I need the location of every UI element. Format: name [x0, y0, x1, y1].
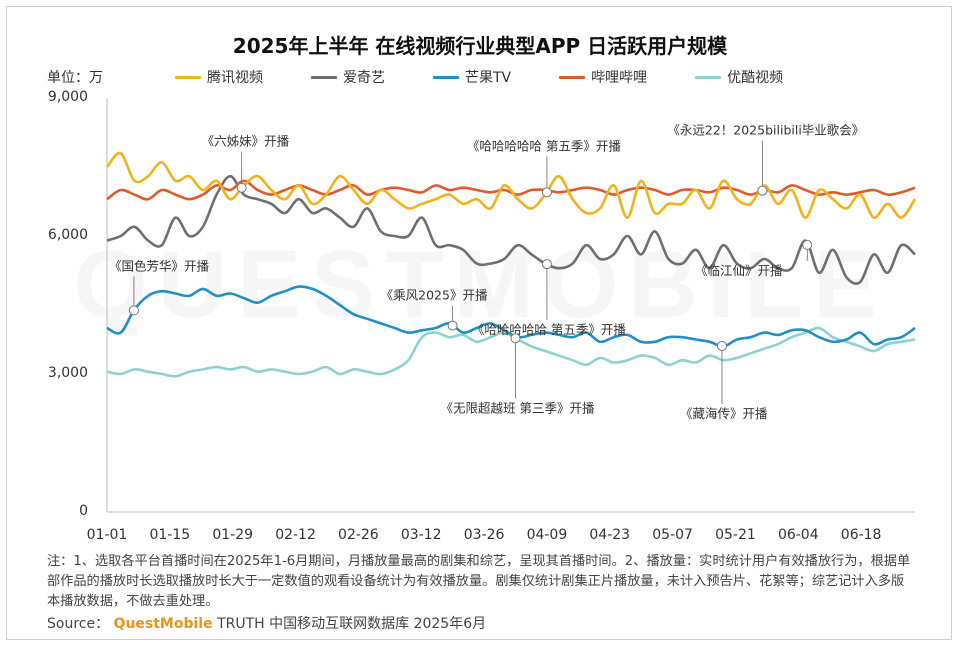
- annotation-marker[interactable]: [128, 305, 139, 316]
- chart-frame: [6, 6, 952, 640]
- annotation-label: 《六姊妹》开播: [202, 134, 290, 149]
- series-line-mango: [106, 285, 916, 348]
- x-tick-label: 01-01: [86, 527, 128, 543]
- legend-item-mango[interactable]: 芒果TV: [433, 67, 511, 87]
- legend-swatch-mango: [433, 75, 459, 79]
- annotation-label: 《藏海传》开播: [680, 406, 768, 421]
- annotation-marker[interactable]: [716, 340, 727, 351]
- legend-label-youku: 优酷视频: [727, 70, 784, 86]
- legend-swatch-bilibili: [559, 75, 586, 79]
- annotation-label: 《临江仙》开播: [695, 263, 783, 278]
- x-tick-label: 05-07: [652, 527, 693, 543]
- x-tick-label: 02-12: [275, 527, 316, 543]
- annotation-label: 《哈哈哈哈哈 第五季》开播: [467, 138, 621, 153]
- annotation-label: 《哈哈哈哈哈 第五季》开播: [472, 322, 626, 337]
- x-tick-label: 04-23: [589, 527, 631, 543]
- legend-swatch-iqiyi: [311, 75, 337, 79]
- legend-label-iqiyi: 爱奇艺: [343, 70, 385, 86]
- footnote: 注：1、选取各平台首播时间在2025年1-6月期间，月播放量最高的剧集和综艺，呈…: [47, 554, 911, 609]
- series-line-iqiyi: [106, 174, 916, 285]
- y-tick-label: 6,000: [47, 227, 88, 243]
- y-tick-label: 9,000: [47, 89, 88, 105]
- x-tick-label: 03-26: [463, 527, 505, 543]
- source-line: Source： QuestMobile TRUTH 中国移动互联网数据库 202…: [47, 613, 486, 633]
- legend-item-iqiyi[interactable]: 爱奇艺: [311, 67, 385, 87]
- y-tick-label: 3,000: [47, 365, 88, 381]
- legend-item-tencent[interactable]: 腾讯视频: [175, 67, 263, 87]
- x-tick-label: 06-04: [777, 527, 819, 543]
- source-brand: QuestMobile: [113, 616, 213, 632]
- x-tick-label: 03-12: [400, 527, 442, 543]
- legend-item-youku[interactable]: 优酷视频: [695, 67, 783, 87]
- annotation-marker[interactable]: [236, 182, 247, 193]
- legend-label-tencent: 腾讯视频: [207, 70, 263, 86]
- x-tick-label: 05-21: [715, 527, 756, 543]
- legend-swatch-tencent: [175, 75, 201, 79]
- legend-swatch-youku: [695, 75, 722, 79]
- annotation-marker[interactable]: [802, 239, 813, 250]
- x-tick-label: 01-15: [149, 527, 191, 543]
- annotation-label: 《永远22！2025bilibili毕业歌会》: [667, 123, 864, 138]
- legend-item-bilibili[interactable]: 哔哩哔哩: [559, 67, 647, 87]
- annotation-marker[interactable]: [541, 187, 552, 198]
- legend-label-mango: 芒果TV: [465, 70, 512, 86]
- x-tick-label: 06-18: [840, 527, 882, 543]
- unit-label: 单位：万: [47, 70, 103, 86]
- annotation-marker[interactable]: [510, 333, 521, 344]
- annotation-marker[interactable]: [447, 320, 458, 331]
- annotation-label: 《乘风2025》开播: [381, 288, 488, 303]
- legend-label-bilibili: 哔哩哔哩: [591, 70, 648, 86]
- annotation-label: 《国色芳华》开播: [109, 258, 210, 273]
- x-tick-label: 02-26: [338, 527, 379, 543]
- annotation-marker[interactable]: [541, 259, 552, 270]
- annotation-label: 《无限超越班 第三季》开播: [440, 400, 594, 415]
- y-tick-label: 0: [79, 503, 88, 519]
- chart-title: 2025年上半年 在线视频行业典型APP 日活跃用户规模: [232, 34, 728, 58]
- source-prefix: Source：: [47, 616, 110, 632]
- legend: 腾讯视频 爱奇艺 芒果TV 哔哩哔哩 优酷视频: [175, 67, 831, 87]
- source-suffix: TRUTH 中国移动互联网数据库 2025年6月: [217, 616, 487, 632]
- x-tick-label: 01-29: [212, 527, 254, 543]
- x-tick-label: 04-09: [526, 527, 568, 543]
- annotation-marker[interactable]: [757, 185, 768, 196]
